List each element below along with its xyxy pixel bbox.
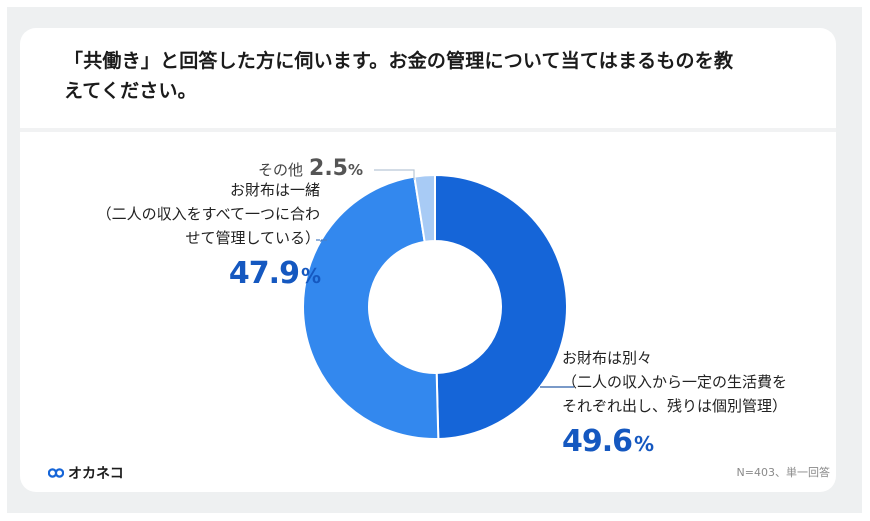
label-other-value: 2.5% — [309, 156, 364, 181]
label-separate: お財布は別々 （二人の収入から一定の生活費を それぞれ出し、残りは個別管理） 4… — [562, 346, 822, 464]
header: 「共働き」と回答した方に伺います。お金の管理について当てはまるものを教 えてくだ… — [20, 28, 836, 128]
label-joint-line3: せて管理している） — [185, 229, 320, 247]
label-other-text: その他 — [258, 161, 304, 179]
label-joint-line1: お財布は一緒 — [229, 181, 320, 199]
donut-slices — [302, 173, 568, 440]
title-line-2: えてください。 — [64, 80, 197, 102]
title-line-1: 「共働き」と回答した方に伺います。お金の管理について当てはまるものを教 — [64, 50, 734, 72]
donut-slice-other — [413, 173, 436, 243]
brand-name: オカネコ — [68, 466, 124, 482]
donut-slice-separate — [434, 173, 568, 440]
header-divider — [20, 128, 836, 132]
label-other: その他 2.5% — [258, 156, 363, 183]
label-separate-value: 49.6% — [562, 424, 654, 459]
donut-slice-joint — [302, 175, 440, 440]
sample-size-note: N=403、単一回答 — [736, 466, 830, 479]
label-joint: お財布は一緒 （二人の収入をすべて一つに合わ せて管理している） 47.9% — [97, 178, 321, 296]
chart-title: 「共働き」と回答した方に伺います。お金の管理について当てはまるものを教 えてくだ… — [64, 46, 804, 106]
label-separate-line1: お財布は別々 — [562, 349, 653, 367]
label-joint-line2: （二人の収入をすべて一つに合わ — [96, 205, 320, 223]
brand-logo: オカネコ — [48, 463, 124, 483]
label-separate-line2: （二人の収入から一定の生活費を — [562, 373, 788, 391]
label-joint-value: 47.9% — [228, 256, 321, 291]
leader-line-other — [374, 169, 415, 180]
glasses-icon — [48, 468, 64, 478]
label-separate-line3: それぞれ出し、残りは個別管理） — [562, 397, 788, 415]
